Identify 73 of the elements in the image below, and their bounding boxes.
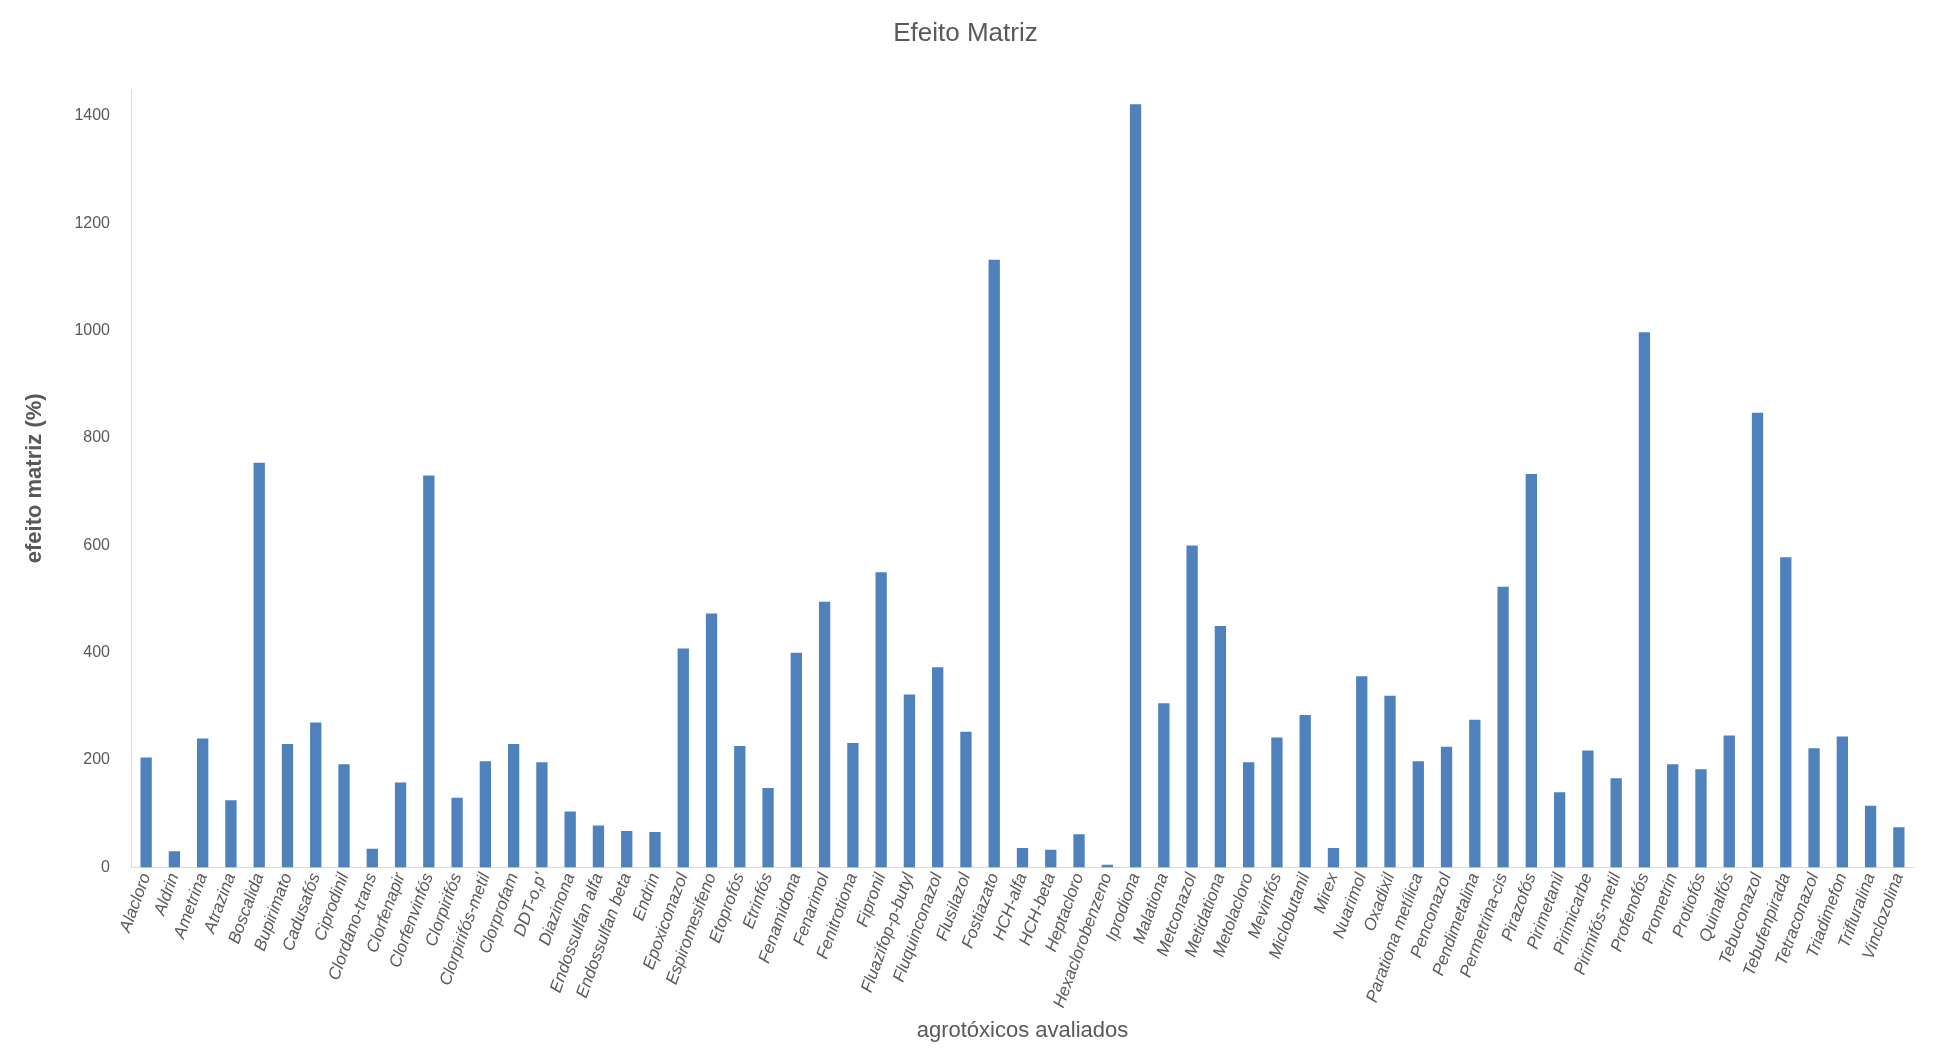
bar (1327, 848, 1340, 868)
chart-title: Efeito Matriz (893, 16, 1038, 47)
bar (649, 831, 661, 868)
bar (1129, 104, 1142, 868)
bar (1808, 748, 1820, 868)
bar (366, 848, 378, 868)
y-tick-label: 0 (101, 857, 111, 875)
bar (592, 825, 605, 868)
y-tick-label: 1400 (74, 106, 111, 124)
bar (932, 667, 944, 868)
bar (1780, 557, 1792, 868)
bar (1864, 805, 1877, 868)
bar (1723, 735, 1735, 868)
y-tick-label: 1000 (74, 321, 111, 339)
bar (338, 764, 350, 868)
bar (1553, 792, 1566, 868)
bar (1214, 625, 1227, 868)
bar (734, 746, 746, 868)
y-tick-label: 200 (83, 750, 111, 768)
bar (1045, 849, 1057, 868)
bar (1073, 834, 1085, 868)
bar (1893, 827, 1905, 868)
bar (253, 462, 265, 868)
bar (1836, 736, 1848, 868)
bar (423, 475, 435, 868)
bar (1638, 332, 1651, 868)
bar (875, 572, 887, 868)
bar (1469, 719, 1481, 868)
y-tick-label: 800 (83, 428, 111, 446)
bar (1243, 762, 1255, 868)
y-axis-title: efeito matriz (%) (21, 393, 47, 564)
bar (1497, 586, 1509, 868)
bar (394, 782, 407, 868)
bar (1016, 848, 1029, 868)
bar (168, 851, 181, 868)
bar (1412, 761, 1424, 868)
bar (281, 743, 294, 868)
bar (451, 797, 463, 868)
bar (507, 743, 520, 868)
bar (1186, 545, 1198, 868)
bar (790, 652, 802, 868)
bar (1695, 769, 1707, 868)
y-tick-label: 600 (83, 535, 111, 553)
bar (818, 601, 831, 868)
bar (1751, 412, 1764, 868)
y-tick-label: 1200 (74, 213, 111, 231)
y-tick-label: 400 (83, 643, 111, 661)
bar (1667, 764, 1679, 868)
bar (705, 613, 718, 868)
bar (1440, 746, 1453, 868)
bar (225, 800, 237, 868)
bar (197, 738, 209, 868)
bar (564, 811, 576, 868)
bar (762, 787, 774, 868)
x-axis-title: agrotóxicos avaliados (916, 1016, 1129, 1042)
bar (310, 722, 322, 868)
bar (536, 762, 548, 868)
bar (1271, 737, 1283, 868)
bar (1356, 676, 1368, 868)
bar (960, 731, 972, 868)
bar (1582, 750, 1594, 868)
bar (479, 761, 492, 868)
bar (1384, 695, 1396, 868)
bar (988, 259, 1000, 868)
bar (621, 830, 633, 868)
bar (677, 648, 689, 868)
bar (1299, 714, 1311, 868)
bar (1158, 703, 1170, 868)
bar (903, 694, 916, 868)
bar (847, 742, 859, 868)
bar (1525, 474, 1538, 868)
bar (140, 757, 152, 868)
bar (1610, 778, 1622, 868)
